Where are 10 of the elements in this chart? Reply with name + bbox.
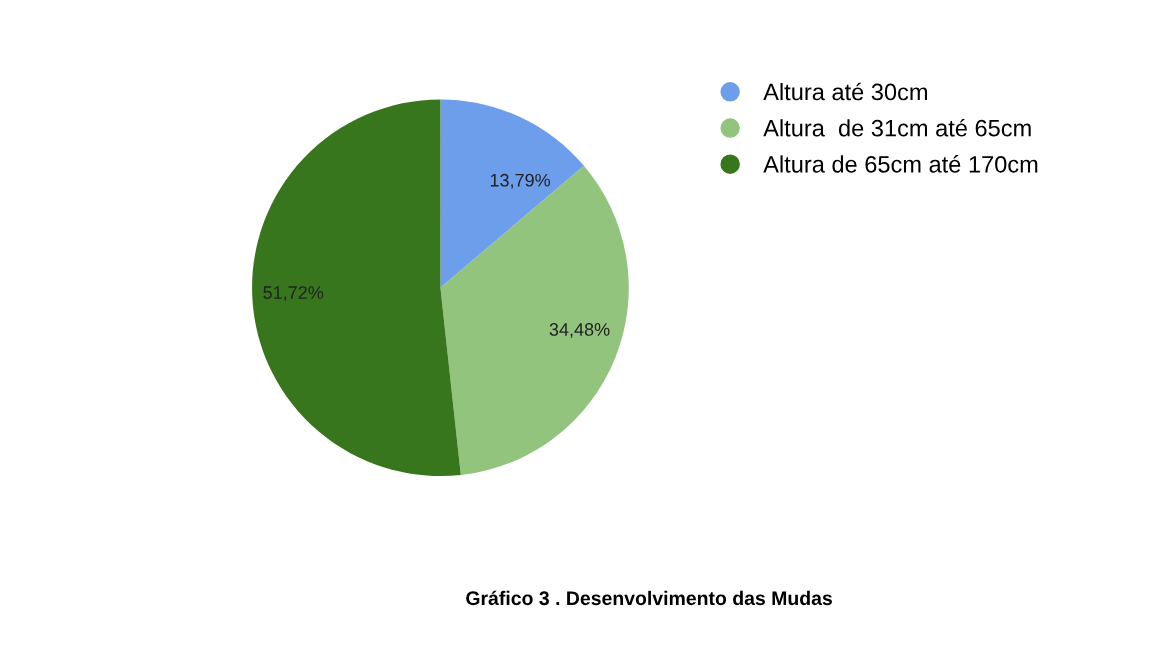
legend-label: Altura até 30cm <box>763 82 927 101</box>
data-label: 51,72% <box>263 286 324 302</box>
legend-label: Altura de 65cm até 170cm <box>763 155 1038 173</box>
data-label: 34,48% <box>549 323 610 338</box>
pie-slice <box>440 99 584 288</box>
pie-slice <box>252 99 461 477</box>
data-label: 13,79% <box>490 173 551 189</box>
text: Gráfico 3 . Desenvolvimento das Mudas <box>466 590 832 606</box>
legend-label: Altura de 31cm até 65cm <box>763 118 1031 137</box>
pie-slice <box>440 165 629 476</box>
